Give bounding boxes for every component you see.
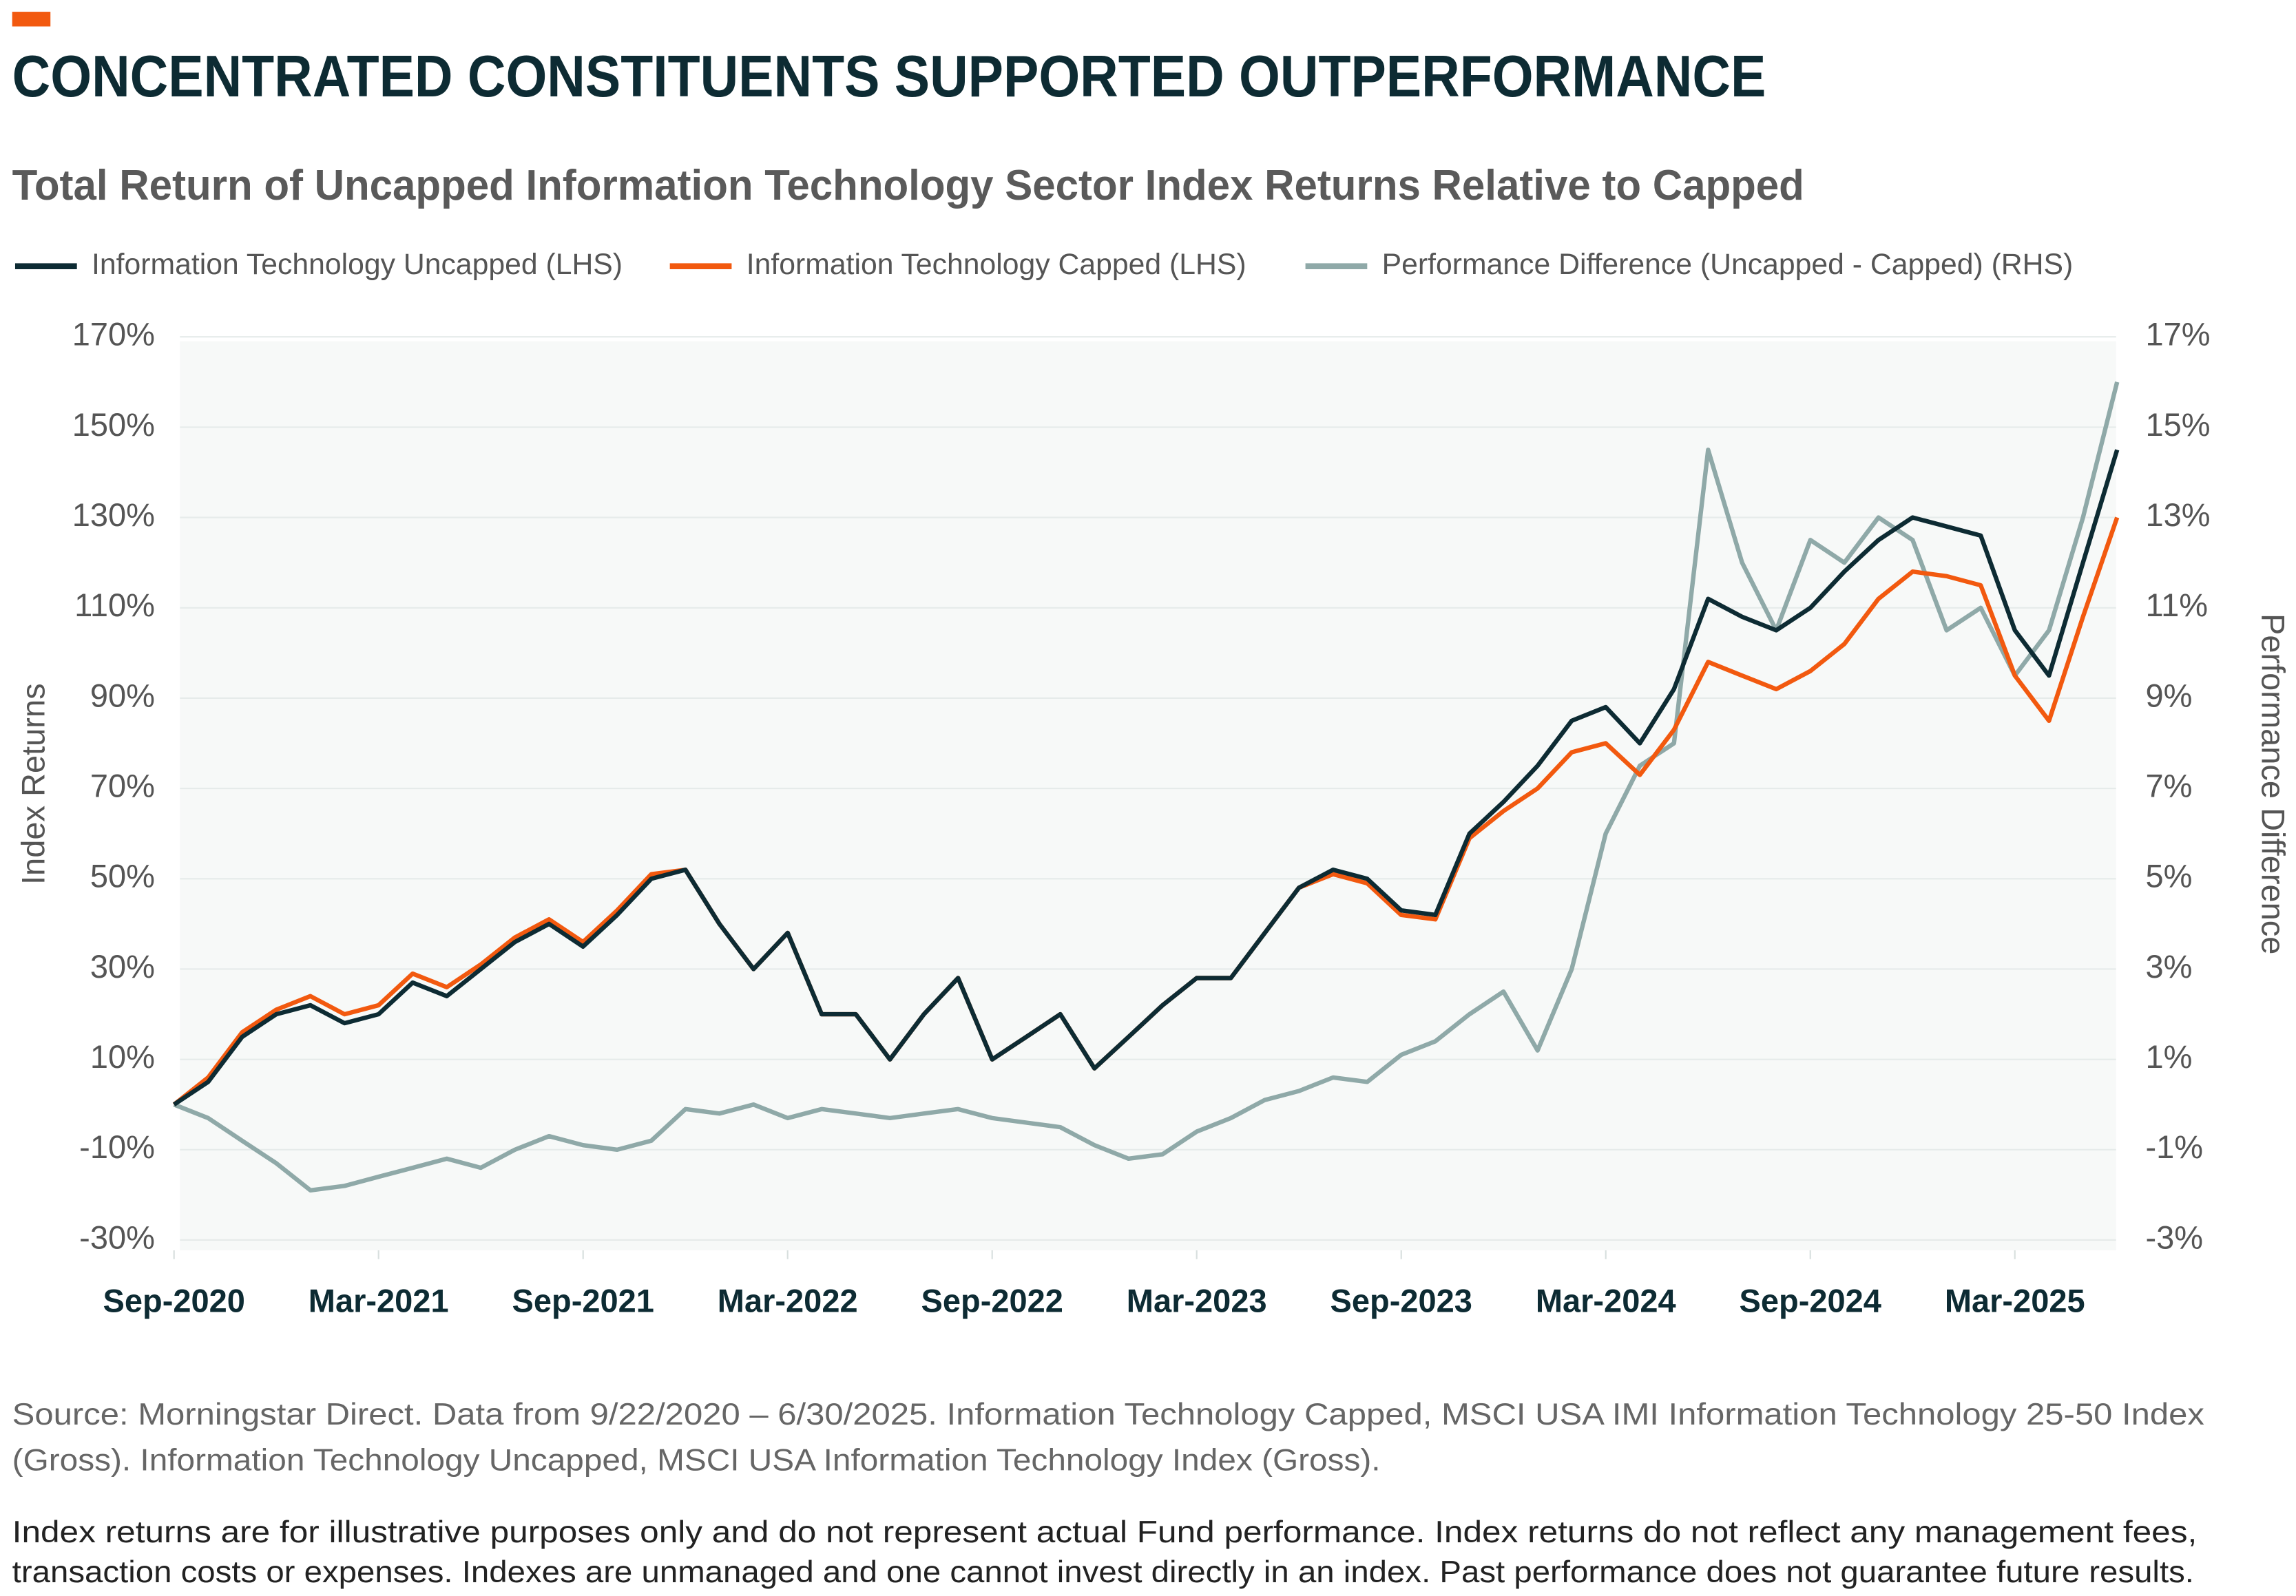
x-tick-label: Sep-2024 — [1740, 1282, 1881, 1319]
y-tick-label: 90% — [90, 677, 155, 713]
y2-tick-label: -3% — [2145, 1219, 2203, 1255]
y-tick-label: 30% — [90, 948, 155, 985]
y2-tick-label: 15% — [2145, 406, 2210, 443]
x-tick-label: Mar-2024 — [1536, 1282, 1676, 1319]
x-tick-label: Mar-2023 — [1127, 1282, 1267, 1319]
series-line — [173, 381, 2120, 1193]
y2-tick-label: 1% — [2145, 1038, 2192, 1075]
source-note: (Gross). Information Technology Uncapped… — [12, 1442, 1381, 1477]
y2-tick-label: 7% — [2145, 768, 2192, 804]
y-tick-label: 150% — [72, 406, 155, 443]
disclaimer: transaction costs or expenses. Indexes a… — [12, 1554, 2194, 1589]
x-tick-label: Sep-2023 — [1330, 1282, 1472, 1319]
y2-tick-label: 11% — [2145, 587, 2208, 623]
y-tick-label: 110% — [74, 587, 155, 623]
series-line — [172, 449, 2120, 1106]
plot-area — [180, 341, 2116, 1250]
x-tick-label: Sep-2020 — [103, 1282, 244, 1319]
y-tick-label: -30% — [79, 1219, 155, 1255]
chart-subtitle: Total Return of Uncapped Information Tec… — [12, 162, 1804, 209]
y-tick-label: 10% — [90, 1038, 155, 1075]
y-tick-label: 70% — [90, 768, 155, 804]
y-tick-label: 50% — [90, 858, 155, 894]
y2-tick-label: 17% — [2145, 316, 2210, 353]
legend-label: Performance Difference (Uncapped - Cappe… — [1382, 248, 2074, 281]
source-note: Source: Morningstar Direct. Data from 9/… — [12, 1396, 2204, 1431]
x-tick-label: Mar-2022 — [718, 1282, 858, 1319]
x-tick-label: Mar-2025 — [1945, 1282, 2085, 1319]
disclaimer: Index returns are for illustrative purpo… — [12, 1514, 2198, 1549]
x-tick-label: Sep-2022 — [921, 1282, 1063, 1319]
accent-bar — [12, 12, 51, 27]
y2-tick-label: 13% — [2145, 496, 2210, 533]
y2-tick-label: 5% — [2145, 858, 2192, 894]
y2-axis-label: Performance Difference — [2255, 613, 2292, 954]
y-tick-label: -10% — [79, 1128, 155, 1165]
x-tick-label: Sep-2021 — [512, 1282, 654, 1319]
y-tick-label: 170% — [72, 316, 155, 353]
y2-tick-label: -1% — [2145, 1128, 2203, 1165]
y-axis-label: Index Returns — [14, 683, 51, 885]
chart-title: CONCENTRATED CONSTITUENTS SUPPORTED OUTP… — [12, 44, 1766, 109]
y-tick-label: 130% — [72, 496, 155, 533]
legend-label: Information Technology Capped (LHS) — [747, 248, 1246, 281]
legend-label: Information Technology Uncapped (LHS) — [92, 248, 623, 281]
x-tick-label: Mar-2021 — [309, 1282, 449, 1319]
y2-tick-label: 3% — [2145, 948, 2192, 985]
y2-tick-label: 9% — [2145, 677, 2192, 713]
